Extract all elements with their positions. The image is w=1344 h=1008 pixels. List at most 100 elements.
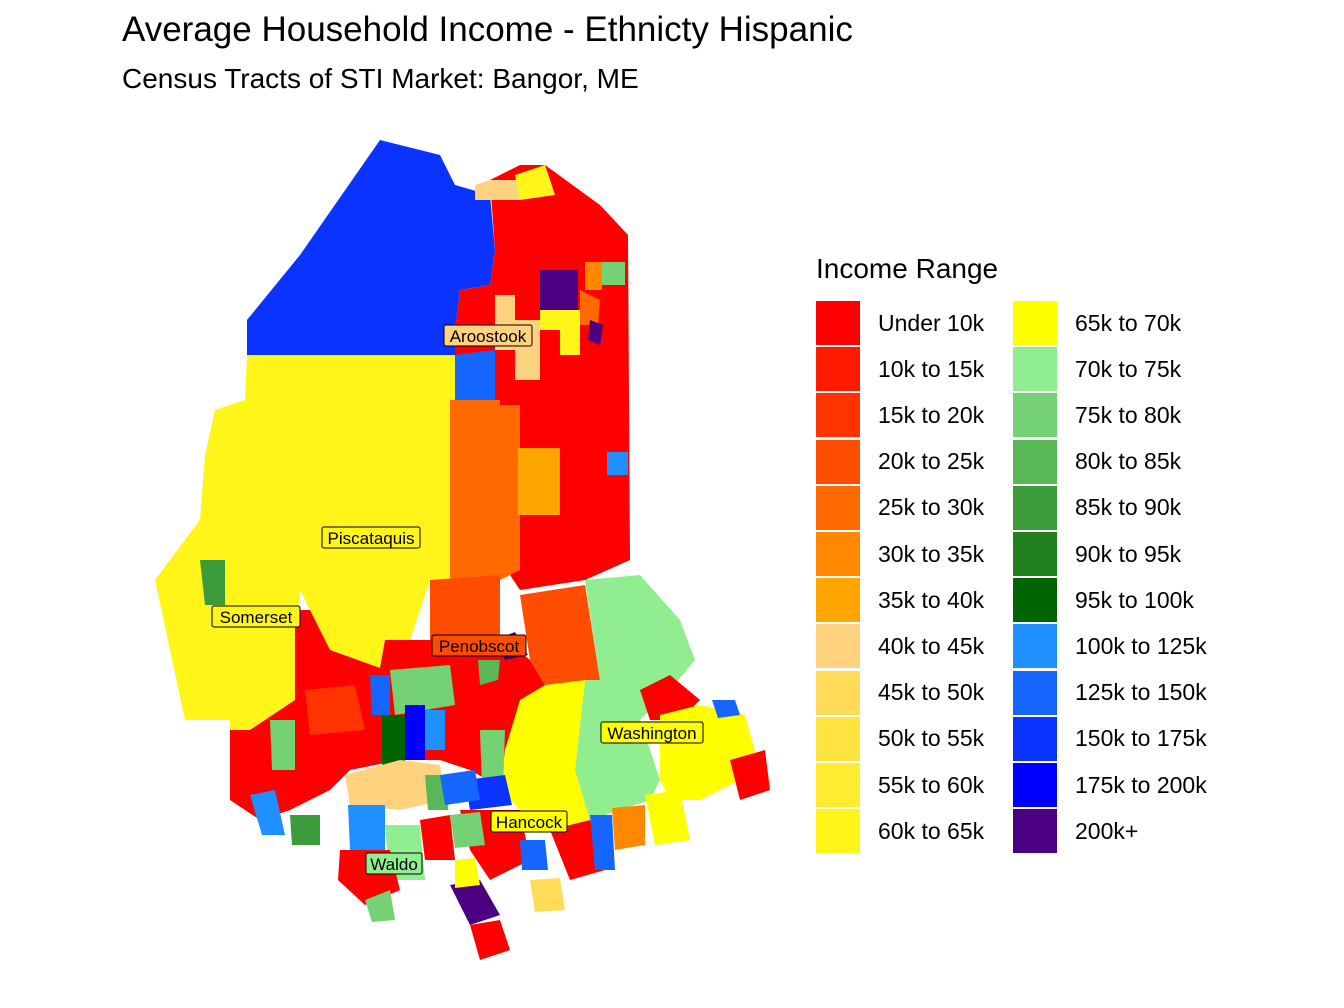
tract-region [270,720,295,770]
tract-region [730,750,770,800]
legend-item: 60k to 65k [816,809,985,854]
legend-item: 15k to 20k [816,393,985,438]
legend-item: 175k to 200k [1013,763,1207,807]
legend-label: 200k+ [1075,817,1139,844]
svg-text:Hancock: Hancock [496,813,563,832]
legend-item: 125k to 150k [1013,670,1207,715]
tract-region [590,815,615,870]
svg-text:Penobscot: Penobscot [439,637,520,656]
tract-region [470,920,510,960]
tract-region [290,815,320,845]
legend-swatch [816,485,860,530]
legend-item: 100k to 125k [1013,624,1207,669]
legend-label: 60k to 65k [878,817,985,844]
legend-label: 70k to 75k [1075,355,1182,382]
tract-region [607,452,628,475]
legend-item: 75k to 80k [1013,393,1182,438]
legend-swatch [1013,670,1057,715]
legend-swatch [816,809,860,854]
tract-region [588,320,603,345]
tract-region [500,680,590,830]
tract-region [575,575,695,820]
legend-label: Under 10k [878,309,985,336]
county-label-piscataquis: Piscataquis [321,526,421,549]
svg-text:Waldo: Waldo [370,855,418,874]
tract-region [348,805,385,850]
tract-region [345,760,445,810]
tract-region [520,840,548,870]
legend-item: 30k to 35k [816,532,984,576]
legend-label: 40k to 45k [878,632,985,659]
tract-region [305,685,365,735]
legend-label: 100k to 125k [1075,632,1207,659]
tract-region [420,815,455,860]
tract-region [450,812,485,848]
legend-label: 125k to 150k [1075,679,1207,706]
county-label-penobscot: Penobscot [431,634,527,657]
tract-region [382,715,405,765]
legend-swatch [1013,809,1057,854]
legend-label: 80k to 85k [1075,448,1182,475]
county-label-somerset: Somerset [211,605,301,628]
legend-title: Income Range [816,253,999,284]
legend-label: 75k to 80k [1075,401,1182,428]
legend-swatch [1013,485,1057,530]
tract-region [455,350,495,400]
legend-swatch [816,532,860,576]
legend-label: 150k to 175k [1075,725,1207,752]
tract-region [450,880,500,925]
legend-swatch [816,393,860,438]
legend-item: 35k to 40k [816,578,984,623]
svg-text:Washington: Washington [607,724,696,743]
svg-text:Somerset: Somerset [220,608,293,627]
tract-region [480,730,505,790]
tract-region [530,878,565,912]
legend-swatch [816,578,860,623]
legend-item: 70k to 75k [1013,347,1182,392]
tract-region [200,560,225,605]
choropleth-map: Aroostook Piscataquis Somerset Penobscot… [155,140,770,960]
legend-item: 25k to 30k [816,485,985,530]
tract-region [425,710,445,750]
legend-swatch [816,439,860,484]
legend-label: 10k to 15k [878,355,985,382]
tract-region [450,400,520,580]
tract-region [455,858,480,888]
legend-item: 150k to 175k [1013,716,1207,761]
legend-item: 20k to 25k [816,439,984,484]
legend-item: 90k to 95k [1013,532,1181,576]
legend-item: 45k to 50k [816,670,984,715]
map-subtitle: Census Tracts of STI Market: Bangor, ME [122,63,639,94]
county-label-washington: Washington [600,721,704,744]
legend-item: 95k to 100k [1013,578,1194,623]
legend-item: 85k to 90k [1013,485,1181,530]
legend-label: 90k to 95k [1075,540,1182,567]
legend-swatch [1013,624,1057,669]
legend-label: 30k to 35k [878,540,985,567]
tract-region [645,790,690,845]
legend-item: 65k to 70k [1013,301,1181,345]
legend-swatch [1013,716,1057,761]
legend-label: 15k to 20k [878,401,985,428]
legend-item: Under 10k [816,301,984,345]
legend-swatch [1013,532,1057,576]
county-label-hancock: Hancock [490,810,568,833]
tract-region [602,262,625,285]
svg-text:Aroostook: Aroostook [450,327,527,346]
legend-label: 175k to 200k [1075,771,1207,798]
legend-item: 50k to 55k [816,716,985,761]
tract-region [612,805,645,850]
tract-region [250,790,285,835]
county-label-waldo: Waldo [365,852,423,875]
legend-item: 10k to 15k [816,347,985,392]
legend-swatch [1013,393,1057,438]
legend-label: 55k to 60k [878,771,985,798]
legend-label: 25k to 30k [878,494,985,521]
tract-region [390,665,455,715]
tract-region [365,890,395,922]
legend-swatch [816,301,860,345]
legend-label: 50k to 55k [878,725,985,752]
legend-swatch [816,624,860,669]
legend-swatch [816,670,860,715]
legend-label: 65k to 70k [1075,309,1182,336]
